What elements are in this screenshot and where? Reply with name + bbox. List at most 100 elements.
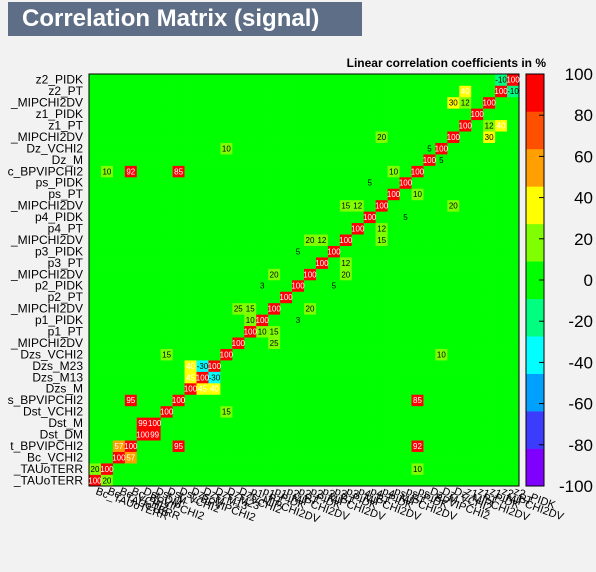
y-tick-label: c_BPVIPCHI2 [8,164,84,178]
y-tick-label: p1_PT [48,325,84,339]
colorbar-segment [526,411,544,449]
heatmap-cell [387,302,400,315]
heatmap-cell [100,199,114,212]
heatmap-cell [483,154,496,166]
heatmap-cell [89,119,102,132]
heatmap-cell [339,348,353,361]
cell-value-label: 100 [303,270,317,279]
heatmap-cell [399,85,412,98]
heatmap-cell [387,405,400,418]
heatmap-cell [495,211,508,224]
heatmap-cell [495,417,508,430]
heatmap-cell [315,428,329,441]
heatmap-cell [184,428,197,441]
heatmap-cell [411,280,424,292]
heatmap-cell [435,257,448,269]
heatmap-cell [327,348,341,361]
y-tick-label: ps_PIDK [36,176,83,190]
heatmap-cell [89,383,102,395]
heatmap-cell [280,440,293,452]
heatmap-cell [327,154,341,166]
heatmap-cell [100,405,114,418]
heatmap-cell [471,348,484,361]
heatmap-cell [327,188,341,201]
heatmap-cell [124,463,138,475]
heatmap-cell [232,314,245,327]
heatmap-cell [268,234,281,246]
heatmap-cell [292,211,305,224]
heatmap-cell [304,428,317,441]
heatmap-cell [292,302,305,315]
heatmap-cell [351,417,365,430]
heatmap-cell [459,85,472,98]
heatmap-cell [136,291,150,304]
heatmap-cell [435,474,448,487]
heatmap-cell [280,188,293,201]
heatmap-cell [112,337,126,349]
heatmap-cell [244,314,257,327]
heatmap-cell [268,199,281,212]
heatmap-cell [196,325,209,338]
heatmap-cell [148,211,161,224]
heatmap-cell [495,142,508,155]
heatmap-cell [507,360,520,372]
heatmap-cell [148,177,161,189]
heatmap-cell [268,142,281,155]
heatmap-cell [327,96,341,109]
chart-title: Correlation Matrix (signal) [8,2,362,36]
heatmap-cell [411,440,424,452]
heatmap-cell [196,360,209,372]
heatmap-cell [160,74,173,86]
heatmap-cell [375,302,388,315]
heatmap-cell [292,96,305,109]
heatmap-cell [232,177,245,189]
heatmap-cell [268,268,281,281]
colorbar-segment [526,261,544,300]
heatmap-cell [435,245,448,258]
heatmap-cell [459,280,472,292]
heatmap-cell [363,440,376,452]
heatmap-cell [268,291,281,304]
heatmap-cell [423,165,436,178]
heatmap-cell [483,131,496,143]
heatmap-cell [160,257,173,269]
heatmap-cell [244,245,257,258]
cell-value-label: 100 [196,373,210,382]
heatmap-cell [208,199,221,212]
cell-value-label: 15 [222,408,231,417]
heatmap-cell [124,85,138,98]
heatmap-cell [423,451,436,464]
heatmap-cell [172,119,185,132]
heatmap-cell [304,142,317,155]
heatmap-cell [375,131,388,143]
cell-value-label: 95 [174,442,183,451]
heatmap-cell [268,383,281,395]
heatmap-cell [172,360,185,372]
heatmap-cell [232,371,245,384]
heatmap-cell [375,428,388,441]
y-tick-label: Dst_VCHI2 [23,405,83,419]
heatmap-cell [136,245,150,258]
heatmap-cell [256,474,269,487]
heatmap-cell [423,108,436,121]
heatmap-cell [399,280,412,292]
heatmap-cell [304,199,317,212]
heatmap-cell [435,451,448,464]
heatmap-cell [100,211,114,224]
heatmap-cell [459,96,472,109]
heatmap-cell [351,463,365,475]
heatmap-cell [280,428,293,441]
heatmap-cell [256,428,269,441]
cell-value-label: 100 [208,362,222,371]
heatmap-cell [435,383,448,395]
heatmap-cell [375,211,388,224]
heatmap-cell [387,74,400,86]
heatmap-cell [160,154,173,166]
heatmap-cell [507,222,520,235]
heatmap-cell [435,96,448,109]
heatmap-cell [387,85,400,98]
heatmap-cell [411,177,424,189]
heatmap-cell [172,302,185,315]
heatmap-cell [327,234,341,246]
heatmap-cell [375,405,388,418]
